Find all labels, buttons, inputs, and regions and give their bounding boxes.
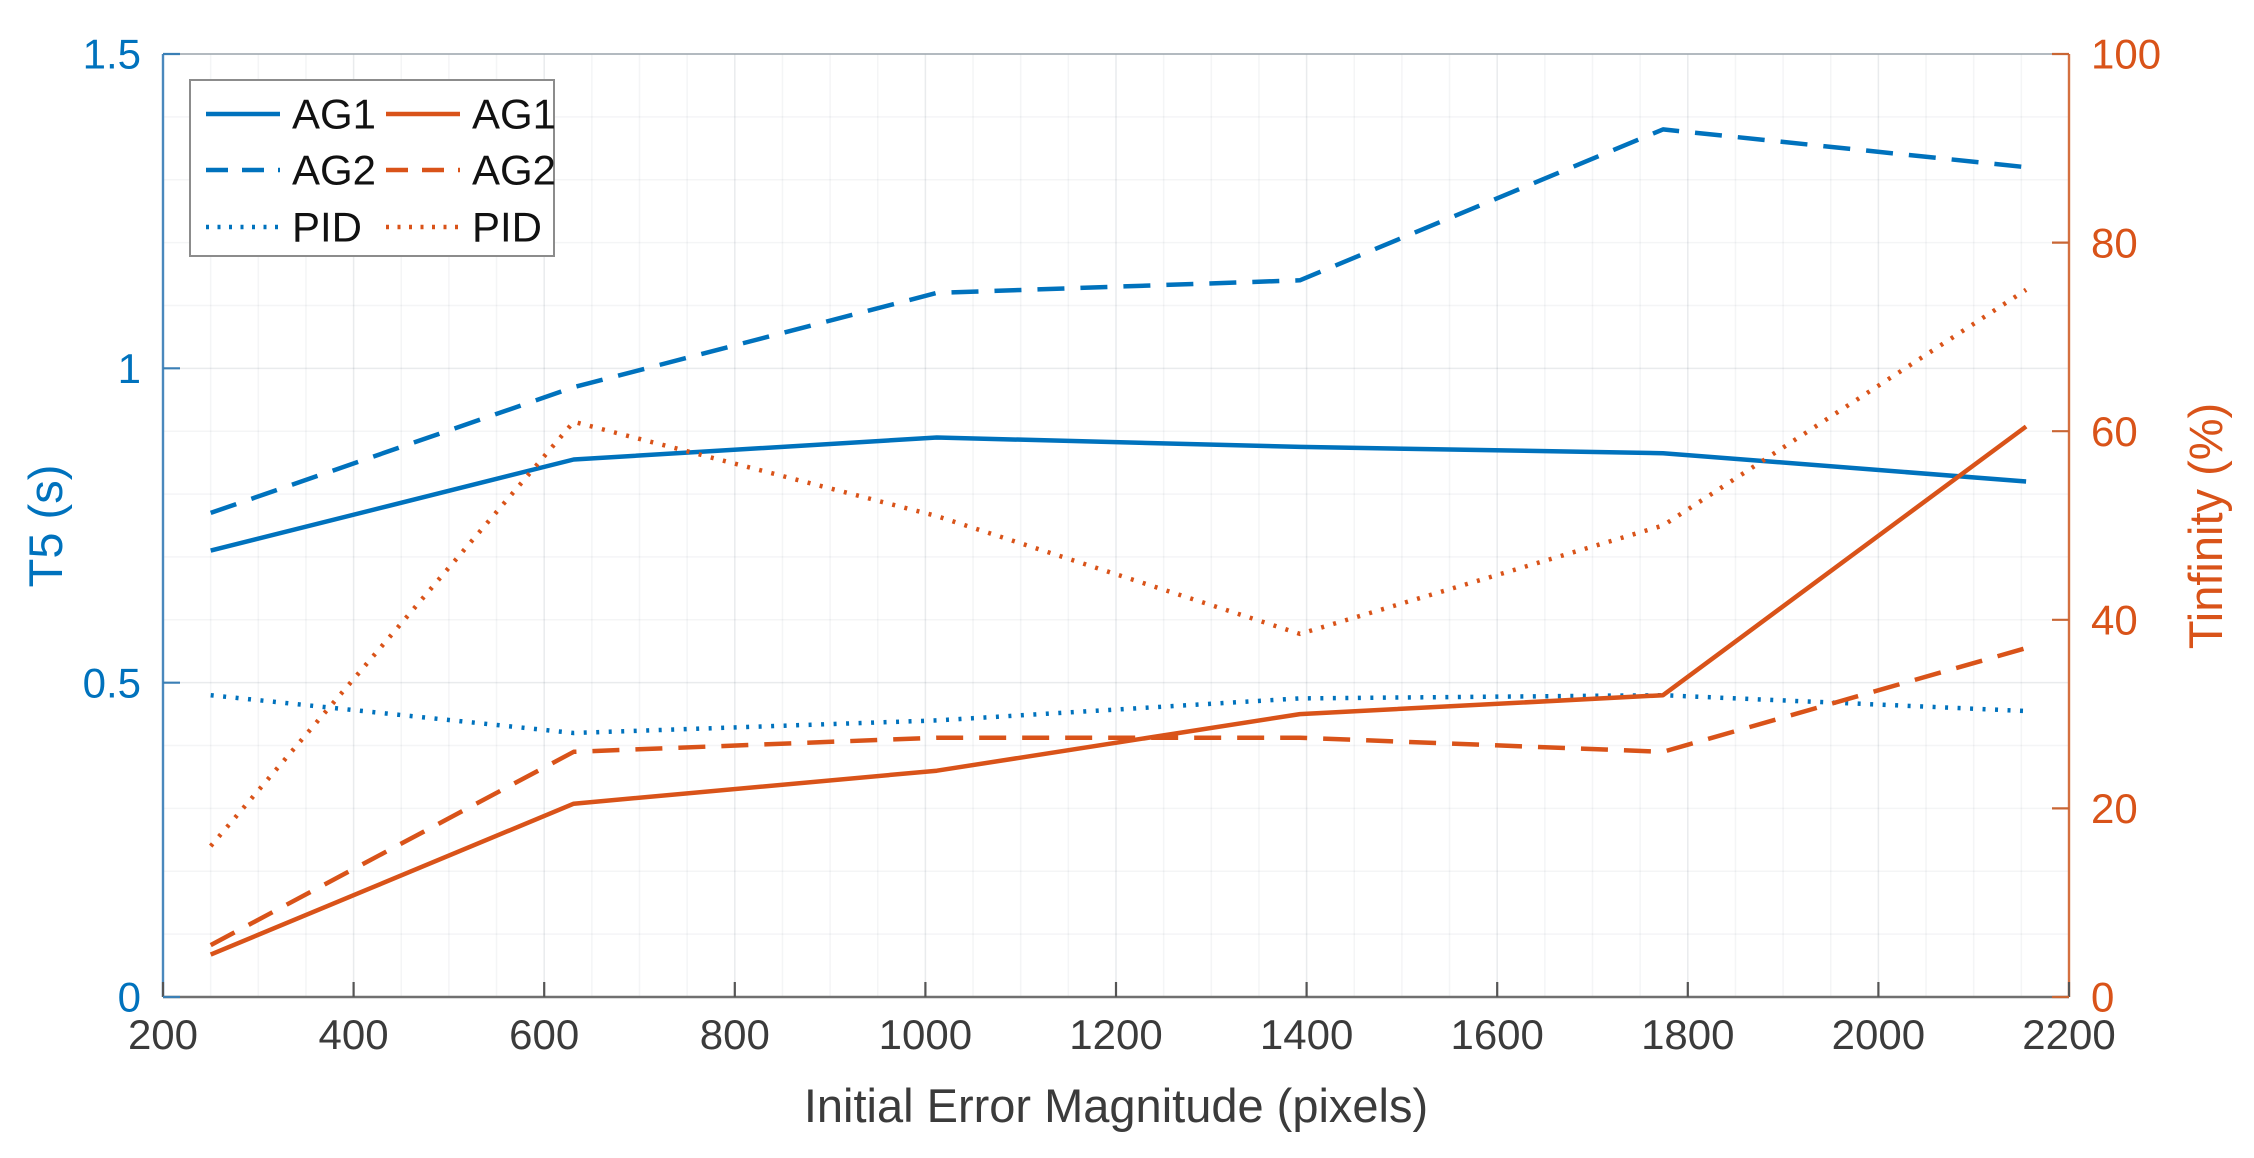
- x-tick-label: 800: [700, 1011, 770, 1058]
- left-y-tick-label: 1.5: [83, 31, 141, 78]
- x-tick-label: 1000: [879, 1011, 972, 1058]
- series-right-AG2-dashed-line: [209, 645, 2027, 948]
- grid-major: [163, 54, 2069, 997]
- legend-label-left-PID: PID: [292, 204, 362, 251]
- legend-label-right-AG1: AG1: [472, 91, 556, 138]
- series-left-AG1-solid-line: [210, 435, 2027, 553]
- right-y-tick-label: 20: [2091, 785, 2138, 832]
- x-tick-label: 1600: [1450, 1011, 1543, 1058]
- right-y-tick-label: 60: [2091, 408, 2138, 455]
- axes-spines: [161, 53, 2071, 999]
- tick-labels: 200 400 600 800 1000 1200 1400 1600 1800 2000 2200…: [83, 31, 2161, 1058]
- x-tick-label: 1400: [1260, 1011, 1353, 1058]
- x-tick-label: 400: [319, 1011, 389, 1058]
- right-y-tick-label: 100: [2091, 31, 2161, 78]
- left-y-axis-label: T5 (s): [19, 465, 72, 588]
- left-y-tick-label: 0: [118, 974, 141, 1021]
- x-tick-label: 2200: [2022, 1011, 2115, 1058]
- x-axis-label: Initial Error Magnitude (pixels): [804, 1079, 1428, 1132]
- right-y-tick-label: 40: [2091, 597, 2138, 644]
- legend-label-right-AG2: AG2: [472, 147, 556, 194]
- legend: AG1 AG2 PID AG1 AG2 PID: [189, 79, 556, 257]
- x-tick-label: 200: [128, 1011, 198, 1058]
- left-y-tick-label: 1: [118, 345, 141, 392]
- x-tick-label: 1200: [1069, 1011, 1162, 1058]
- series-right-PID-dotted-line: [208, 287, 2028, 848]
- series-right-AG1-solid-line: [209, 424, 2028, 957]
- left-y-tick-label: 0.5: [83, 659, 141, 706]
- right-y-tick-label: 0: [2091, 974, 2114, 1021]
- right-y-tick-label: 80: [2091, 219, 2138, 266]
- legend-label-left-AG1: AG1: [292, 91, 376, 138]
- x-tick-label: 1800: [1641, 1011, 1734, 1058]
- legend-label-right-PID: PID: [472, 204, 542, 251]
- x-tick-label: 2000: [1832, 1011, 1925, 1058]
- x-tick-label: 600: [509, 1011, 579, 1058]
- legend-label-left-AG2: AG2: [292, 147, 376, 194]
- axis-ticks: [161, 52, 2071, 999]
- series-layer: [208, 127, 2028, 957]
- right-y-axis-label: Tinfinity (%): [2179, 403, 2232, 649]
- series-left-AG2-dashed-line: [209, 127, 2027, 516]
